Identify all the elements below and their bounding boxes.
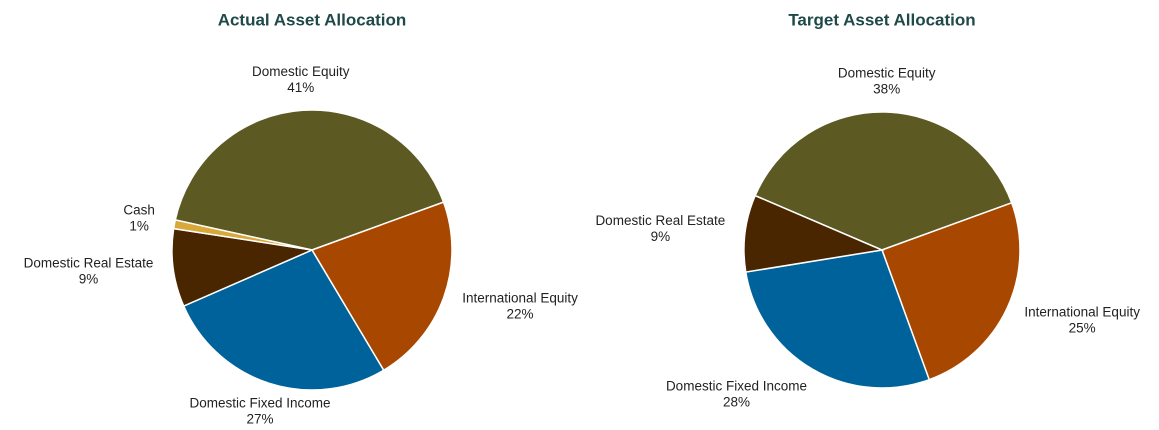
slice-label: International Equity — [462, 291, 578, 306]
chart-title: Actual Asset Allocation — [218, 10, 407, 29]
pie-slice — [743, 194, 885, 273]
slice-value-label: 22% — [507, 307, 534, 322]
slice-label: Domestic Real Estate — [595, 213, 725, 228]
chart-title: Target Asset Allocation — [788, 10, 975, 29]
slice-value-label: 38% — [873, 82, 900, 97]
slice-value-label: 9% — [79, 271, 99, 286]
slice-value-label: 41% — [287, 80, 314, 95]
slice-label: Domestic Fixed Income — [666, 378, 807, 393]
pie-slice — [172, 219, 313, 251]
slice-label: Domestic Real Estate — [24, 255, 154, 270]
slice-label: Cash — [123, 202, 155, 217]
pie-slice — [744, 249, 931, 389]
pie-slice — [171, 227, 315, 308]
slice-value-label: 1% — [129, 218, 149, 233]
slice-label: Domestic Equity — [838, 66, 936, 81]
pie-slice — [881, 201, 1021, 381]
pie-slice — [174, 109, 445, 251]
slice-value-label: 27% — [247, 411, 274, 425]
slice-value-label: 25% — [1069, 321, 1096, 336]
slice-value-label: 9% — [651, 229, 671, 244]
pie-slice — [310, 201, 453, 372]
slice-label: International Equity — [1024, 305, 1140, 320]
pie-slice — [754, 111, 1013, 251]
slice-label: Domestic Equity — [252, 64, 350, 79]
slice-value-label: 28% — [723, 394, 750, 409]
slice-label: Domestic Fixed Income — [190, 395, 331, 410]
